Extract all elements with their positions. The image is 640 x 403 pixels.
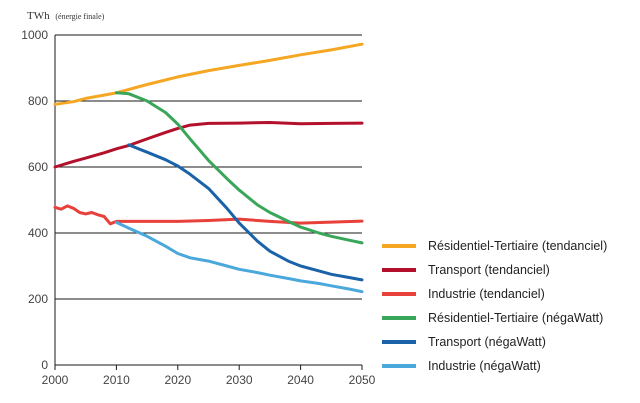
y-tick-label: 1000: [21, 28, 48, 42]
legend-swatch: [382, 268, 416, 272]
axes: [54, 35, 362, 366]
y-tick-label: 0: [41, 358, 48, 372]
legend-label: Résidentiel-Tertiaire (tendanciel): [428, 239, 608, 253]
y-tick-label: 400: [28, 226, 48, 240]
series-line-3: [53, 204, 364, 226]
x-tick-label: 2010: [103, 373, 130, 387]
legend-label: Industrie (tendanciel): [428, 287, 545, 301]
x-axis-ticks: 2000 2010 2020 2030 2040 2050: [42, 365, 376, 387]
legend-item: Industrie (négaWatt): [382, 354, 607, 378]
x-tick-label: 2000: [42, 373, 69, 387]
series-line-5: [127, 143, 364, 282]
legend-item: Transport (tendanciel): [382, 258, 607, 282]
x-tick-label: 2020: [164, 373, 191, 387]
legend-swatch: [382, 340, 416, 344]
x-tick-label: 2040: [287, 373, 314, 387]
series-line-4: [114, 91, 364, 245]
legend-label: Industrie (négaWatt): [428, 359, 541, 373]
y-tick-label: 800: [28, 94, 48, 108]
legend-swatch: [382, 292, 416, 296]
gridlines: [55, 34, 362, 300]
legend-label: Transport (négaWatt): [428, 335, 546, 349]
legend-item: Industrie (tendanciel): [382, 282, 607, 306]
legend-swatch: [382, 316, 416, 320]
x-tick-label: 2050: [349, 373, 376, 387]
series-lines: [53, 42, 364, 294]
y-tick-label: 600: [28, 160, 48, 174]
y-axis-ticks: 0 200 400 600 800 1000: [21, 28, 48, 372]
legend-swatch: [382, 244, 416, 248]
legend-item: Transport (négaWatt): [382, 330, 607, 354]
legend-item: Résidentiel-Tertiaire (tendanciel): [382, 234, 607, 258]
series-line-1: [53, 42, 364, 106]
y-tick-label: 200: [28, 292, 48, 306]
x-tick-label: 2030: [226, 373, 253, 387]
series-line-6: [114, 220, 364, 294]
y-axis-unit-label: TWh (énergie finale): [27, 10, 105, 22]
chart-legend: Résidentiel-Tertiaire (tendanciel) Transp…: [382, 234, 607, 378]
legend-item: Résidentiel-Tertiaire (négaWatt): [382, 306, 607, 330]
series-line-2: [53, 121, 364, 169]
legend-label: Résidentiel-Tertiaire (négaWatt): [428, 311, 604, 325]
legend-label: Transport (tendanciel): [428, 263, 550, 277]
legend-swatch: [382, 364, 416, 368]
